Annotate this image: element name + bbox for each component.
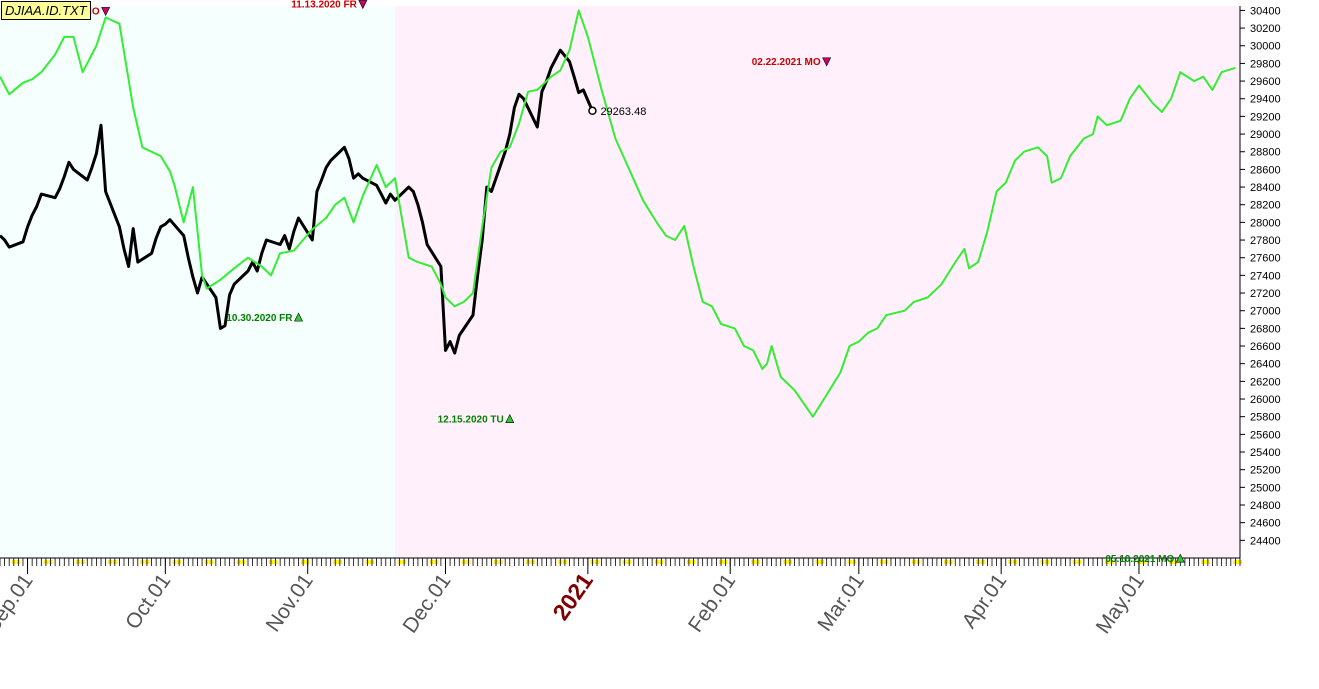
last-value-marker [588,106,597,116]
y-tick-label: 29800 [1250,58,1281,70]
trough-marker [505,414,515,423]
x-tick-label: Feb.01 [684,570,740,637]
x-tick-label: Mar.01 [813,570,869,636]
y-axis: 24400 24600 24800 25000 25200 25400 25600 25800… [1239,5,1281,558]
x-tick-label: Apr.01 [958,570,1012,633]
trough-label: 12.15.2020 TU [438,415,504,426]
y-tick-label: 24800 [1250,500,1281,512]
x-tick-label: Sep.01 [0,570,38,638]
x-tick-label: Nov.01 [262,570,318,636]
y-tick-label: 26000 [1250,394,1281,406]
y-tick-label: 30200 [1250,23,1281,35]
y-tick-label: 27400 [1250,270,1281,282]
y-tick-label: 29600 [1250,76,1281,88]
peak-marker [101,7,111,17]
y-tick-label: 25200 [1250,465,1281,477]
trough-marker [294,312,304,322]
series-line-1 [0,9,1236,418]
y-tick-label: 28000 [1250,217,1281,229]
y-tick-label: 28600 [1250,164,1281,176]
y-tick-label: 27600 [1250,253,1281,265]
background-regions [0,6,1240,558]
y-tick-label: 28400 [1250,182,1281,194]
y-tick-label: 29200 [1250,111,1281,123]
x-axis: Sep.01 Oct.01 Nov.01 Dec.01 2021 Feb.01 Mar.01… [0,557,1242,638]
y-tick-label: 29400 [1250,94,1281,106]
trough-marker [1175,553,1185,563]
y-tick-label: 26200 [1250,376,1281,388]
y-tick-label: 25000 [1250,482,1281,494]
peak-label: 02.22.2021 MO [752,57,821,68]
x-tick-label: Oct.01 [121,570,175,634]
y-tick-label: 25800 [1250,412,1281,424]
y-tick-label: 30000 [1250,41,1281,53]
peak-marker [358,0,368,10]
series-line-0 [0,48,594,355]
x-tick-label: May.01 [1092,570,1149,638]
region-0 [0,6,395,558]
y-tick-label: 25600 [1250,429,1281,441]
x-tick-label: Dec.01 [399,570,456,638]
series-lines [0,9,1236,418]
last-value-label: 29263.48 [600,106,646,118]
trough-label: 05.10.2021 MO [1105,554,1174,565]
y-tick-label: 26800 [1250,323,1281,335]
peak-label: 11.13.2020 FR [291,0,357,10]
y-tick-label: 29000 [1250,129,1281,141]
peak-marker [822,57,832,67]
region-1 [394,6,1240,558]
y-tick-label: 28200 [1250,200,1281,212]
y-tick-label: 24400 [1250,535,1281,547]
y-tick-label: 26400 [1250,359,1281,371]
y-tick-label: 27800 [1250,235,1281,247]
trough-label: 10.30.2020 FR [226,313,293,324]
y-tick-label: 26600 [1250,341,1281,353]
y-tick-label: 25400 [1250,447,1281,459]
y-tick-label: 27000 [1250,306,1281,318]
y-tick-label: 28800 [1250,147,1281,159]
x-tick-label: 2021 [547,568,598,625]
y-tick-label: 24600 [1250,518,1281,530]
y-tick-label: 30400 [1250,5,1281,17]
y-tick-label: 27200 [1250,288,1281,300]
chart-title: DJIAA.ID.TXT [1,1,91,20]
